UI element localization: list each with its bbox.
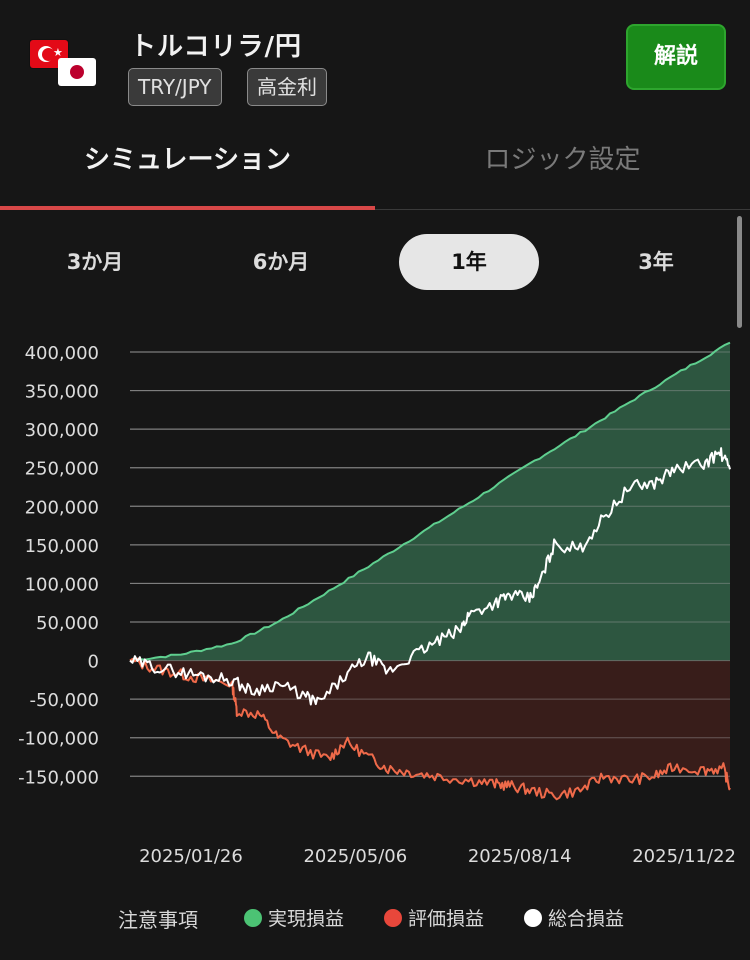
legend-valuation-label: 評価損益 — [408, 908, 485, 930]
period-6-months[interactable]: 6か月 — [252, 250, 310, 274]
y-tick-label: 250,000 — [25, 459, 99, 480]
legend-valuation: 評価損益 — [384, 904, 484, 931]
x-tick-label: 2025/08/14 — [468, 846, 572, 867]
japan-flag-icon — [58, 58, 96, 86]
y-tick-label: 350,000 — [25, 382, 99, 403]
y-tick-label: 100,000 — [25, 574, 99, 595]
y-tick-label: 0 — [88, 652, 99, 673]
currency-flags: ★ — [30, 40, 100, 90]
tab-logic-settings[interactable]: ロジック設定 — [484, 145, 641, 175]
total-line — [129, 447, 731, 706]
main-tabs: シミュレーション ロジック設定 — [0, 126, 750, 210]
x-tick-label: 2025/05/06 — [303, 846, 407, 867]
green-dot-icon — [244, 909, 262, 927]
legend-realized-label: 実現損益 — [268, 908, 345, 930]
active-tab-indicator — [0, 206, 375, 210]
scrollbar[interactable] — [737, 216, 742, 328]
legend-realized: 実現損益 — [244, 904, 344, 931]
y-tick-label: -150,000 — [18, 767, 99, 788]
period-1-year[interactable]: 1年 — [399, 234, 539, 290]
pair-code-badge: TRY/JPY — [128, 68, 222, 106]
x-tick-label: 2025/01/26 — [139, 846, 243, 867]
y-tick-label: 150,000 — [25, 536, 99, 557]
legend-total-label: 総合損益 — [548, 908, 625, 930]
y-tick-label: -50,000 — [30, 690, 99, 711]
header: ★ トルコリラ/円 TRY/JPY 高金利 解説 — [0, 0, 750, 120]
tab-simulation[interactable]: シミュレーション — [84, 145, 291, 175]
valuation-area — [130, 658, 730, 800]
pnl-chart: 400,000 350,000 300,000 250,000 200,000 150,0… — [18, 341, 736, 867]
red-dot-icon — [384, 909, 402, 927]
y-tick-label: 400,000 — [25, 343, 99, 364]
explain-button[interactable]: 解説 — [626, 24, 726, 90]
legend-total: 総合損益 — [524, 904, 624, 931]
high-interest-badge: 高金利 — [247, 68, 327, 106]
y-tick-label: 300,000 — [25, 420, 99, 441]
period-selector: 3か月 6か月 1年 3年 — [0, 232, 750, 292]
pair-title: トルコリラ/円 — [130, 32, 302, 62]
legend: 注意事項 実現損益 評価損益 総合損益 — [0, 898, 750, 938]
turkey-flag-icon: ★ — [30, 40, 68, 68]
x-tick-label: 2025/11/22 — [632, 846, 736, 867]
y-tick-label: -100,000 — [18, 729, 99, 750]
period-3-months[interactable]: 3か月 — [66, 250, 124, 274]
valuation-line — [129, 657, 731, 801]
period-3-years[interactable]: 3年 — [638, 250, 674, 274]
y-tick-label: 200,000 — [25, 497, 99, 518]
realized-line — [129, 341, 731, 662]
white-dot-icon — [524, 909, 542, 927]
notes-link[interactable]: 注意事項 — [118, 908, 198, 932]
realized-area — [130, 342, 730, 661]
y-tick-label: 50,000 — [36, 613, 99, 634]
